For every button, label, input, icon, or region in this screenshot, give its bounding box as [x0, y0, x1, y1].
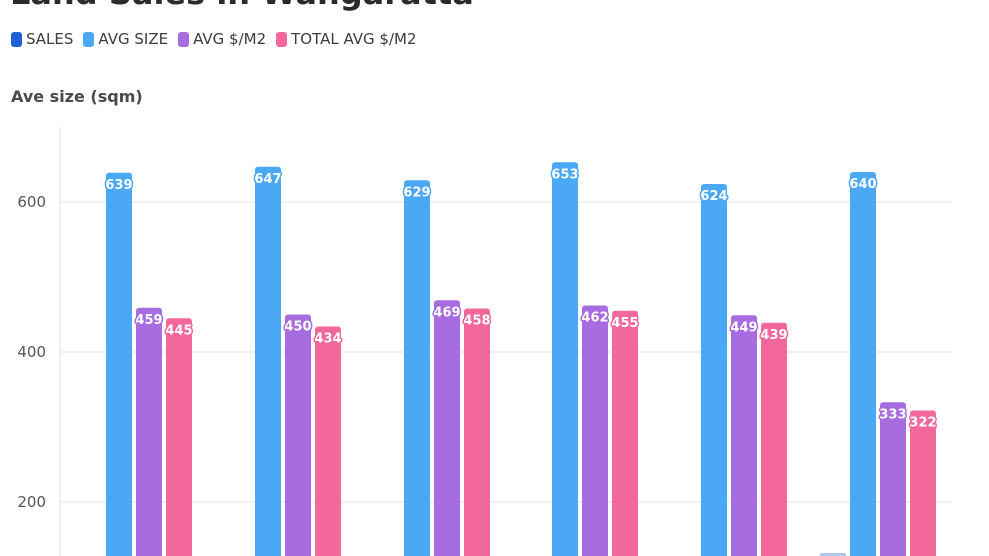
- bar-avg-m2-4[interactable]: [582, 305, 608, 556]
- data-label: 653: [551, 167, 578, 182]
- bar-avg-m2-2[interactable]: [285, 314, 311, 556]
- legend-item-sales[interactable]: SALES: [11, 30, 73, 48]
- bar-avg-size-6[interactable]: [850, 172, 876, 556]
- bar-total-avg-m2-6[interactable]: [910, 410, 936, 556]
- legend-label-avg-per-m2: AVG $/M2: [193, 30, 267, 48]
- legend-item-avg-per-m2[interactable]: AVG $/M2: [178, 30, 266, 48]
- bar-avg-m2-1[interactable]: [136, 307, 162, 556]
- legend-swatch-sales: [11, 31, 22, 47]
- bar-sales-stub: [820, 553, 846, 556]
- y-tick-label: 600: [17, 193, 46, 211]
- data-label: 640: [849, 177, 876, 192]
- bar-avg-m2-6[interactable]: [880, 402, 906, 556]
- bar-total-avg-m2-3[interactable]: [464, 308, 490, 556]
- data-label: 458: [463, 314, 490, 329]
- legend-swatch-avg-per-m2: [178, 31, 190, 47]
- bar-total-avg-m2-1[interactable]: [166, 318, 192, 556]
- y-axis-label: Ave size (sqm): [11, 87, 143, 106]
- bar-total-avg-m2-5[interactable]: [761, 322, 787, 556]
- data-label: 469: [433, 305, 460, 320]
- legend-label-avg-size: AVG SIZE: [98, 30, 169, 48]
- bar-total-avg-m2-4[interactable]: [612, 310, 638, 556]
- data-label: 439: [760, 328, 787, 343]
- bar-avg-m2-5[interactable]: [731, 315, 757, 556]
- bar-avg-size-3[interactable]: [404, 180, 430, 556]
- data-label: 333: [879, 407, 906, 422]
- y-tick-label: 200: [17, 493, 46, 511]
- data-label: 629: [403, 185, 430, 200]
- legend-item-total-avg-per-m2[interactable]: TOTAL AVG $/M2: [276, 30, 417, 48]
- legend-label-total-avg-per-m2: TOTAL AVG $/M2: [291, 30, 417, 48]
- bar-avg-size-4[interactable]: [552, 162, 578, 556]
- data-label: 322: [909, 416, 936, 431]
- bar-avg-size-2[interactable]: [255, 166, 281, 556]
- legend: SALES AVG SIZE AVG $/M2 TOTAL AVG $/M2: [11, 30, 417, 48]
- data-label: 445: [165, 323, 192, 338]
- chart-title: Land Sales in Wangaratta: [10, 0, 474, 12]
- data-label: 449: [730, 320, 757, 335]
- legend-item-avg-size[interactable]: AVG SIZE: [83, 30, 168, 48]
- data-label: 624: [700, 189, 727, 204]
- bar-total-avg-m2-2[interactable]: [315, 326, 341, 556]
- data-label: 450: [284, 320, 311, 335]
- y-tick-label: 400: [17, 343, 46, 361]
- data-label: 455: [611, 316, 638, 331]
- data-label: 459: [135, 313, 162, 328]
- legend-swatch-avg-size: [83, 31, 95, 47]
- bar-avg-size-1[interactable]: [106, 172, 132, 556]
- legend-swatch-total-avg-per-m2: [276, 31, 288, 47]
- legend-label-sales: SALES: [26, 30, 74, 48]
- bar-avg-m2-3[interactable]: [434, 300, 460, 556]
- data-label: 434: [314, 332, 341, 347]
- data-label: 639: [105, 178, 132, 193]
- data-label: 462: [581, 311, 608, 326]
- data-label: 647: [254, 172, 281, 187]
- bar-avg-size-5[interactable]: [701, 184, 727, 556]
